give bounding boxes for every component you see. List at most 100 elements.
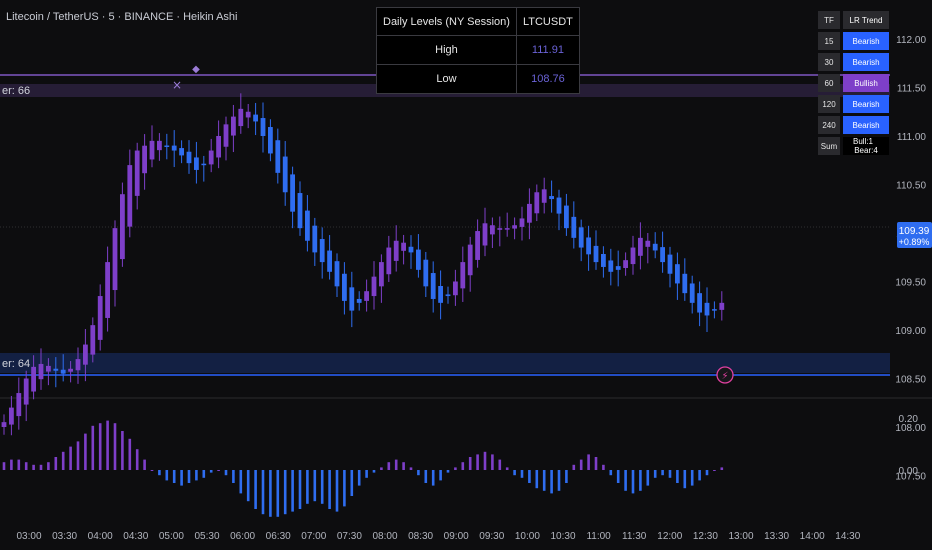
candle-body (342, 273, 347, 301)
oscillator-bar (39, 464, 43, 470)
candle-body (652, 243, 658, 251)
oscillator-bar (572, 464, 576, 470)
candle-body (638, 237, 643, 256)
oscillator-bar (602, 464, 605, 470)
oscillator-axis: 0.20 0.00 (899, 414, 919, 477)
x-tick-label: 05:00 (159, 531, 184, 542)
y-tick-label: 108.00 (895, 423, 926, 434)
candle-body (401, 242, 406, 251)
candle-body (704, 302, 710, 316)
oscillator-bar (17, 459, 21, 470)
bolt-icon: ⚡ (721, 371, 728, 382)
bolt-marker-circle[interactable] (716, 366, 734, 384)
oscillator-bar (61, 451, 65, 470)
candle-body (667, 254, 673, 274)
oscillator-bar (91, 425, 95, 470)
oscillator-bar (609, 470, 613, 476)
oscillator-bar (76, 441, 80, 470)
candle-body (453, 281, 458, 296)
oscillator-bar (283, 470, 287, 515)
candle-body (408, 246, 414, 253)
x-tick-label: 05:30 (194, 531, 219, 542)
oscillator-bar (616, 470, 620, 483)
x-tick-label: 14:30 (835, 531, 860, 542)
candle-body (327, 250, 332, 272)
candle-body (223, 124, 229, 147)
y-tick-label: 109.00 (895, 326, 926, 337)
oscillator-bar (150, 470, 154, 471)
candle-body (475, 231, 480, 260)
candle-body (297, 193, 303, 229)
candle-body (438, 285, 443, 303)
oscillator-bar (409, 467, 413, 470)
candle-body (423, 259, 429, 287)
x-tick-label: 08:00 (372, 531, 397, 542)
candle-body (134, 150, 140, 196)
candle-body (90, 325, 96, 355)
time-axis: 03:00 03:30 04:00 04:30 05:00 05:30 06:00 06:30… (16, 531, 860, 542)
candle-body (490, 225, 495, 235)
candle-body (194, 157, 199, 170)
oscillator-bar (328, 470, 331, 509)
y-tick-label: 112.00 (896, 35, 926, 46)
x-tick-label: 07:30 (337, 531, 362, 542)
oscillator-bar (254, 470, 257, 509)
candle-body (356, 298, 362, 303)
candle-body (519, 218, 525, 227)
osc-tick-label: 0.20 (899, 414, 919, 425)
oscillator-bar (365, 470, 368, 478)
x-tick-label: 14:00 (800, 531, 825, 542)
candle-body (216, 136, 221, 158)
daily-high-label: High (376, 35, 517, 65)
candle-body (179, 148, 184, 156)
candle-body (712, 309, 717, 311)
oscillator-bar (84, 433, 87, 470)
oscillator-bar (387, 462, 391, 470)
candle-body (482, 223, 488, 246)
candle-body (275, 140, 281, 173)
candle-body (630, 247, 636, 265)
oscillator-bar (224, 470, 228, 476)
oscillator-bar (513, 470, 516, 476)
oscillator-bar (128, 438, 132, 470)
x-marker-icon: × (172, 78, 182, 92)
oscillator-bar (135, 449, 139, 470)
oscillator-bar (343, 470, 346, 507)
oscillator-bar (158, 470, 161, 476)
oscillator-bar (165, 470, 169, 481)
candle-body (467, 244, 473, 276)
candle-body (38, 363, 44, 380)
candle-body (201, 163, 207, 166)
oscillator-bar (143, 459, 146, 470)
candle-body (615, 266, 621, 270)
candle-body (393, 240, 399, 261)
oscillator-bar (668, 470, 672, 478)
candle-body (142, 145, 147, 174)
oscillator-bar (335, 470, 339, 512)
oscillator-bar (661, 470, 664, 476)
candle-body (379, 262, 384, 287)
oscillator-bar (446, 470, 450, 473)
x-tick-label: 03:30 (52, 531, 77, 542)
oscillator-bar (172, 470, 176, 483)
x-tick-label: 11:00 (586, 531, 611, 542)
trend-sum-label: Sum (818, 137, 843, 155)
osc-tick-label: 0.00 (899, 466, 919, 477)
y-tick-label: 109.50 (895, 278, 926, 289)
oscillator-bar (246, 470, 250, 502)
x-tick-label: 09:30 (479, 531, 504, 542)
candle-body (349, 287, 355, 311)
candle-body (682, 273, 688, 294)
candle-body (371, 276, 377, 297)
oscillator-bar (32, 464, 35, 470)
candle-body (364, 291, 369, 301)
candle-body (105, 262, 110, 318)
candle-body (445, 294, 451, 297)
candle-body (53, 368, 59, 371)
candle-body (719, 302, 725, 310)
oscillator-bar (180, 470, 183, 486)
oscillator-bar (98, 423, 102, 470)
oscillator-bar (491, 454, 494, 470)
oscillator-bar (535, 470, 539, 489)
candle-body (231, 116, 236, 136)
